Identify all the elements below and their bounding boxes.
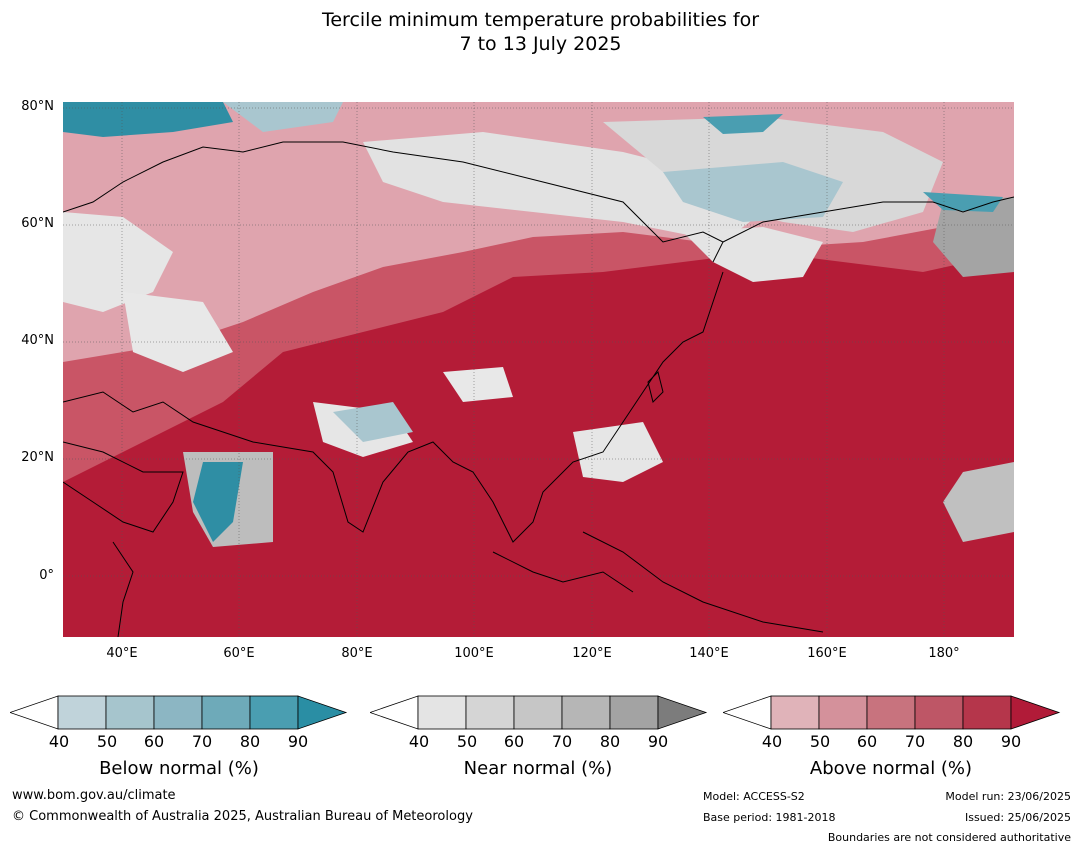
below-normal-patch	[333, 402, 413, 442]
colorbar-tick: 90	[647, 732, 669, 751]
colorbar-tick: 90	[287, 732, 309, 751]
lon-label-80e: 80°E	[341, 646, 373, 661]
lon-label-40e: 40°E	[106, 646, 138, 661]
footer-model: Model: ACCESS-S2	[703, 790, 805, 803]
colorbar-segment	[962, 695, 1012, 730]
colorbar-segment	[417, 695, 467, 730]
below-normal-title: Below normal (%)	[99, 758, 259, 779]
below-normal-patch	[193, 462, 243, 542]
map-title-line2: 7 to 13 July 2025	[459, 33, 622, 55]
graticule	[63, 102, 1014, 637]
colorbar-segment	[201, 695, 251, 730]
colorbar-tick: 80	[952, 732, 974, 751]
below-normal-patch	[223, 102, 343, 132]
near-normal-patch	[683, 227, 823, 282]
lat-label-40n: 40°N	[21, 333, 54, 348]
colorbar-left-extension	[723, 695, 772, 730]
near-normal-dark-patch	[933, 197, 1014, 277]
colorbar-segment	[57, 695, 107, 730]
colorbar-tick: 70	[551, 732, 573, 751]
colorbar-tick: 50	[456, 732, 478, 751]
colorbar-tick: 70	[191, 732, 213, 751]
lon-label-180: 180°	[928, 646, 960, 661]
colorbar-segment	[561, 695, 611, 730]
above-normal-title: Above normal (%)	[809, 758, 973, 779]
near-normal-patch	[443, 367, 513, 402]
lat-label-60n: 60°N	[21, 216, 54, 231]
colorbar-segment	[866, 695, 916, 730]
colorbar-segment	[914, 695, 964, 730]
footer-copyright: © Commonwealth of Australia 2025, Austra…	[12, 809, 473, 824]
lon-label-140e: 140°E	[689, 646, 729, 661]
footer-model-run: Model run: 23/06/2025	[945, 790, 1071, 803]
below-normal-patch	[663, 162, 843, 222]
coastlines	[63, 141, 1014, 637]
colorbar-tick: 60	[143, 732, 165, 751]
footer-disclaimer: Boundaries are not considered authoritat…	[827, 831, 1071, 844]
below-normal-patch	[63, 102, 233, 137]
colorbar-tick: 50	[809, 732, 831, 751]
colorbar-tick: 40	[408, 732, 430, 751]
below-normal-colorbar	[10, 695, 348, 730]
near-normal-patch	[573, 422, 663, 482]
lon-label-160e: 160°E	[807, 646, 847, 661]
colorbar-tick: 60	[503, 732, 525, 751]
colorbar-tick: 80	[239, 732, 261, 751]
lat-label-20n: 20°N	[21, 450, 54, 465]
colorbar-tick: 50	[96, 732, 118, 751]
near-normal-title: Near normal (%)	[463, 758, 613, 779]
colorbar-segment	[105, 695, 155, 730]
near-normal-patch	[943, 462, 1014, 542]
lon-label-100e: 100°E	[454, 646, 494, 661]
colorbar-segment	[770, 695, 820, 730]
lat-label-80n: 80°N	[21, 99, 54, 114]
near-normal-patch	[123, 292, 233, 372]
map-canvas	[63, 102, 1014, 637]
probability-map	[63, 102, 1014, 637]
near-normal-colorbar	[370, 695, 708, 730]
lat-label-0: 0°	[39, 568, 54, 583]
colorbar-right-extension	[657, 695, 708, 730]
colorbar-segment	[249, 695, 299, 730]
colorbar-tick: 60	[856, 732, 878, 751]
footer-issued: Issued: 25/06/2025	[964, 811, 1071, 824]
footer-base-period: Base period: 1981-2018	[703, 811, 836, 824]
map-title: Tercile minimum temperature probabilitie…	[0, 8, 1081, 56]
footer-url: www.bom.gov.au/climate	[12, 788, 176, 803]
colorbar-segment	[153, 695, 203, 730]
colorbar-segment	[465, 695, 515, 730]
lon-label-60e: 60°E	[223, 646, 255, 661]
colorbar-tick: 40	[48, 732, 70, 751]
colorbar-segment	[818, 695, 868, 730]
colorbar-right-extension	[297, 695, 348, 730]
lon-label-120e: 120°E	[572, 646, 612, 661]
colorbar-tick: 90	[1000, 732, 1022, 751]
colorbar-segment	[609, 695, 659, 730]
colorbar-right-extension	[1010, 695, 1061, 730]
above-normal-colorbar	[723, 695, 1061, 730]
near-normal-patch	[63, 212, 173, 312]
below-normal-patch	[923, 192, 1003, 212]
colorbar-tick: 80	[599, 732, 621, 751]
colorbar-left-extension	[370, 695, 419, 730]
colorbar-segment	[513, 695, 563, 730]
colorbar-left-extension	[10, 695, 59, 730]
map-title-line1: Tercile minimum temperature probabilitie…	[321, 9, 760, 31]
colorbar-tick: 70	[904, 732, 926, 751]
colorbar-tick: 40	[761, 732, 783, 751]
below-normal-patch	[703, 114, 783, 134]
